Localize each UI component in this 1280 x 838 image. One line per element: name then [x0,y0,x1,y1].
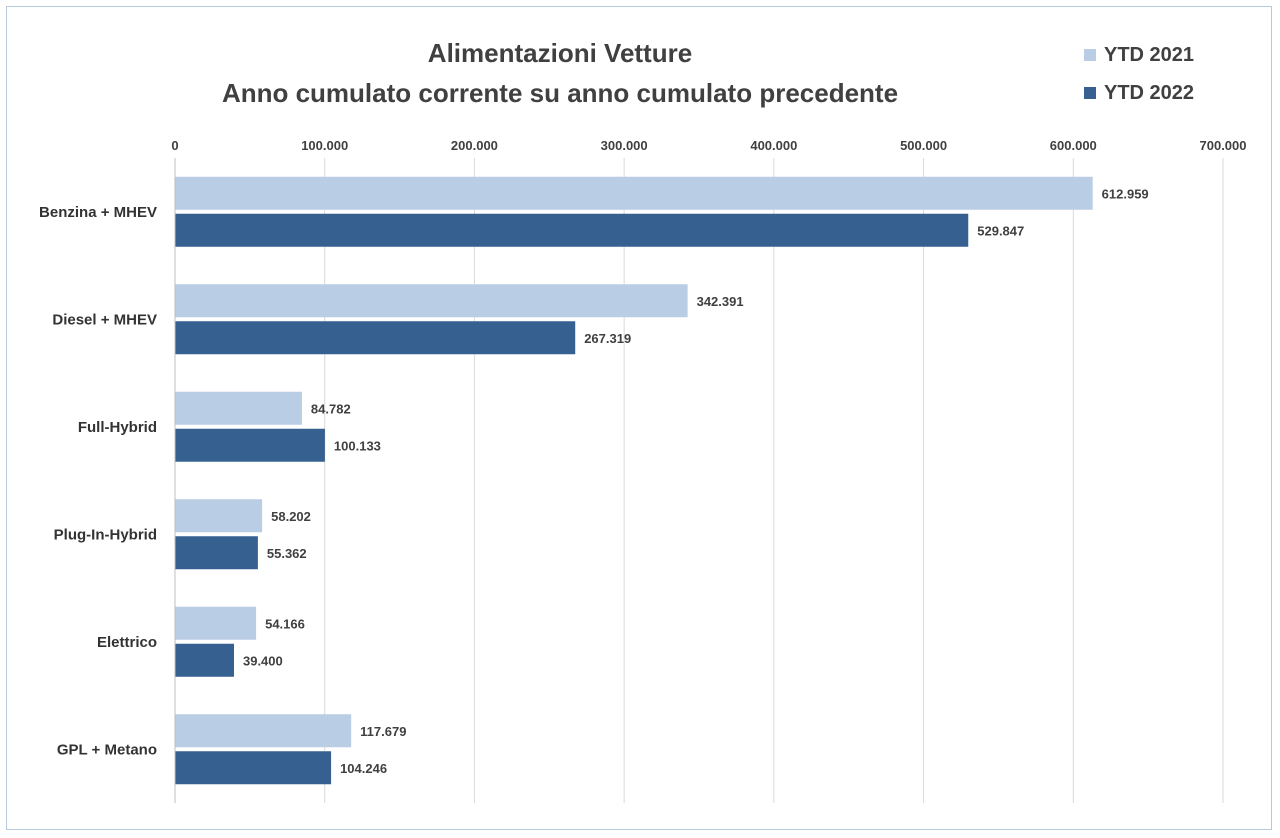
data-label: 55.362 [267,546,307,561]
data-label: 58.202 [271,509,311,524]
x-tick-label: 100.000 [301,138,348,153]
category-label: Elettrico [97,634,157,651]
data-label: 39.400 [243,653,283,668]
data-label: 117.679 [360,724,406,739]
bar [175,714,352,748]
bar [175,606,257,640]
bar [175,321,576,355]
legend: YTD 2021 YTD 2022 [1084,36,1194,112]
chart-subtitle: Anno cumulato corrente su anno cumulato … [221,78,899,108]
bar [175,284,688,318]
data-label: 84.782 [311,401,351,416]
legend-label-ytd-2022: YTD 2022 [1104,81,1195,104]
bar [175,391,302,425]
data-label: 54.166 [265,616,305,631]
legend-label-ytd-2021: YTD 2021 [1104,43,1195,66]
legend-swatch-ytd-2022 [1084,87,1096,99]
legend-item-ytd-2022: YTD 2022 [1084,74,1194,112]
x-tick-label: 0 [171,138,178,153]
bar [175,643,234,677]
data-label: 612.959 [1102,186,1149,201]
category-label: Diesel + MHEV [52,311,157,328]
x-tick-label: 700.000 [1200,138,1247,153]
bar [175,499,263,533]
data-label: 267.319 [584,331,631,346]
bar [175,751,332,785]
data-label: 104.246 [340,761,387,776]
bar [175,428,325,462]
data-label: 100.133 [334,438,381,453]
x-tick-label: 600.000 [1050,138,1097,153]
x-tick-label: 400.000 [750,138,797,153]
data-label: 529.847 [977,223,1024,238]
category-label: Benzina + MHEV [39,204,157,221]
category-label: GPL + Metano [57,741,157,758]
x-tick-label: 500.000 [900,138,947,153]
chart-title: Alimentazioni Vetture [427,38,693,68]
category-label: Plug-In-Hybrid [54,526,157,543]
legend-item-ytd-2021: YTD 2021 [1084,36,1194,74]
data-label: 342.391 [697,294,744,309]
x-tick-label: 200.000 [451,138,498,153]
bar [175,536,258,570]
legend-swatch-ytd-2021 [1084,49,1096,61]
bar [175,213,969,247]
category-label: Full-Hybrid [78,419,157,436]
x-tick-label: 300.000 [601,138,648,153]
bar [175,176,1093,210]
